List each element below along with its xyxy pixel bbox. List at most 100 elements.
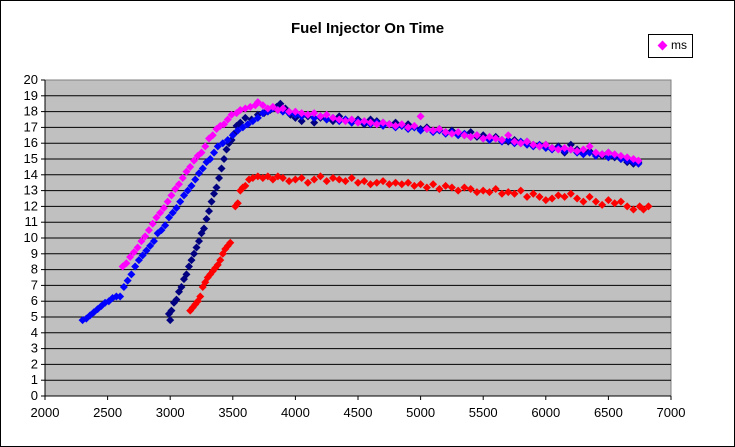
y-tick-label: 10 [24, 230, 38, 245]
data-point-series-0 [397, 120, 406, 129]
data-point-series-0 [604, 148, 613, 157]
data-point-series-1 [213, 142, 222, 151]
data-point-series-0 [137, 237, 146, 246]
data-point-series-1 [579, 150, 588, 159]
x-tick-label: 5000 [406, 405, 435, 420]
data-point-series-0 [573, 147, 582, 156]
data-point-series-1 [146, 241, 155, 250]
data-point-series-3 [278, 173, 287, 182]
data-point-series-0 [156, 208, 165, 217]
data-point-series-1 [206, 155, 215, 163]
data-point-series-0 [354, 118, 362, 127]
data-point-series-1 [164, 213, 173, 222]
data-point-series-0 [126, 252, 135, 261]
data-point-series-3 [335, 175, 344, 184]
data-point-series-3 [216, 256, 225, 265]
y-tick-label: 6 [31, 293, 38, 308]
data-point-series-3 [429, 180, 438, 189]
y-tick-label: 15 [24, 151, 38, 166]
y-tick-label: 8 [31, 262, 38, 277]
data-point-series-1 [157, 226, 166, 235]
data-point-series-1 [161, 221, 170, 230]
x-tick-label: 4500 [344, 405, 373, 420]
data-point-series-1 [238, 123, 247, 132]
data-point-series-3 [604, 196, 613, 205]
data-point-series-0 [548, 143, 557, 152]
data-point-series-1 [187, 181, 196, 190]
data-point-series-0 [422, 124, 431, 133]
data-point-series-0 [285, 107, 294, 116]
data-point-series-0 [133, 243, 142, 252]
x-tick-label: 7000 [657, 405, 686, 420]
data-point-series-3 [354, 178, 362, 187]
data-point-series-3 [573, 194, 582, 203]
data-point-series-3 [316, 172, 325, 181]
data-point-series-2 [184, 262, 193, 271]
data-point-series-3 [610, 199, 619, 208]
x-tick-label: 2000 [31, 405, 60, 420]
data-point-series-2 [167, 306, 176, 315]
data-point-series-0 [163, 197, 172, 206]
data-point-series-1 [168, 208, 177, 217]
data-point-series-0 [253, 98, 262, 107]
data-point-series-3 [491, 185, 500, 194]
data-point-series-3 [410, 181, 419, 190]
data-point-series-1 [119, 282, 128, 291]
data-point-series-0 [466, 132, 475, 141]
data-point-series-0 [591, 148, 600, 157]
data-point-series-3 [472, 188, 481, 197]
data-point-series-0 [178, 173, 187, 182]
data-point-series-0 [566, 145, 575, 154]
data-point-series-3 [579, 197, 588, 206]
data-point-series-3 [233, 199, 242, 208]
data-point-series-0 [129, 248, 138, 257]
data-point-series-1 [210, 148, 219, 157]
y-tick-label: 3 [31, 341, 38, 356]
data-point-series-3 [548, 194, 557, 203]
data-point-series-0 [623, 153, 632, 162]
data-point-series-0 [429, 126, 438, 135]
x-tick-label: 2500 [93, 405, 122, 420]
data-point-series-0 [167, 191, 176, 200]
data-point-series-3 [196, 292, 205, 301]
data-point-series-0 [585, 142, 594, 151]
y-tick-label: 2 [31, 356, 38, 371]
data-point-series-0 [579, 145, 588, 154]
data-point-series-0 [189, 156, 198, 165]
data-point-series-0 [278, 104, 287, 113]
data-point-series-3 [585, 192, 594, 201]
y-tick-label: 9 [31, 246, 38, 261]
data-point-series-3 [560, 192, 569, 201]
data-point-series-0 [610, 150, 619, 159]
data-point-series-1 [131, 262, 140, 271]
data-point-series-0 [159, 203, 168, 212]
data-point-series-1 [194, 169, 203, 178]
data-point-series-2 [205, 207, 214, 216]
data-point-series-2 [194, 237, 203, 246]
data-point-series-1 [243, 120, 252, 129]
data-point-series-2 [215, 173, 224, 182]
data-point-series-1 [504, 136, 513, 145]
data-point-series-2 [241, 113, 250, 122]
data-point-series-2 [189, 249, 198, 258]
data-point-series-3 [422, 183, 431, 192]
data-point-series-3 [226, 238, 235, 247]
data-point-series-3 [268, 175, 277, 184]
data-point-series-2 [212, 183, 221, 192]
data-point-series-0 [322, 110, 331, 119]
legend-label-ms: ms [671, 38, 687, 52]
data-point-series-3 [485, 188, 494, 197]
data-point-series-0 [541, 140, 550, 149]
data-point-series-3 [644, 202, 653, 211]
y-tick-label: 11 [25, 214, 39, 229]
data-point-series-0 [485, 132, 494, 141]
data-point-series-2 [182, 270, 191, 279]
data-point-series-3 [523, 192, 532, 201]
x-tick-label: 5500 [469, 405, 498, 420]
data-point-series-0 [560, 143, 569, 152]
data-point-series-0 [297, 109, 306, 118]
data-point-series-0 [208, 131, 217, 140]
chart-title: Fuel Injector On Time [290, 20, 445, 37]
data-point-series-3 [310, 175, 319, 184]
data-point-series-0 [529, 140, 538, 149]
